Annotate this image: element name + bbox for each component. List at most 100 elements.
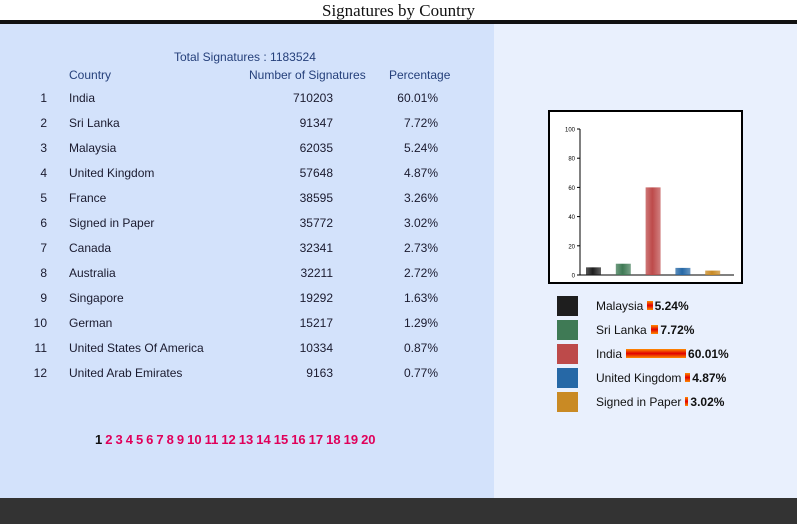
row-country: Sri Lanka <box>69 116 120 130</box>
page-link[interactable]: 9 <box>176 432 185 447</box>
page-link[interactable]: 5 <box>135 432 144 447</box>
legend-label: United Kingdom <box>596 371 682 385</box>
row-rank: 5 <box>40 191 47 205</box>
page-link[interactable]: 16 <box>291 432 306 447</box>
legend-percentage-bar <box>647 301 653 310</box>
row-percentage: 0.77% <box>403 366 438 380</box>
bar-chart-frame: 0 20 40 60 80 100 <box>548 110 743 284</box>
row-percentage: 4.87% <box>403 166 438 180</box>
column-header-percentage: Percentage <box>389 68 451 82</box>
legend-percentage-bar <box>626 349 687 358</box>
legend-item: Malaysia 5.24% <box>557 296 747 316</box>
row-percentage: 7.72% <box>403 116 438 130</box>
row-percentage: 2.73% <box>403 241 438 255</box>
legend-label: Malaysia <box>596 299 644 313</box>
bar-sri-lanka <box>615 263 631 275</box>
total-signatures: Total Signatures : 1183524 <box>174 50 316 64</box>
row-rank: 7 <box>40 241 47 255</box>
row-rank: 4 <box>40 166 47 180</box>
page-link[interactable]: 17 <box>308 432 324 447</box>
legend-percentage-bar <box>685 373 691 382</box>
bar-chart: 0 20 40 60 80 100 <box>565 128 734 280</box>
row-count: 19292 <box>299 291 333 305</box>
page-link[interactable]: 20 <box>361 432 376 447</box>
legend-label: Signed in Paper <box>596 395 682 409</box>
bar-signed-in-paper <box>705 270 721 275</box>
row-percentage: 1.29% <box>403 316 438 330</box>
y-tick-label: 20 <box>568 244 575 250</box>
page-link[interactable]: 15 <box>273 432 289 447</box>
row-country: Malaysia <box>69 141 117 155</box>
row-rank: 9 <box>40 291 47 305</box>
page-link[interactable]: 13 <box>238 432 254 447</box>
page-link[interactable]: 2 <box>105 432 113 447</box>
row-percentage: 60.01% <box>397 91 438 105</box>
page-current: 1 <box>95 432 103 447</box>
legend-item: United Kingdom 4.87% <box>557 368 747 388</box>
row-country: Canada <box>69 241 112 255</box>
row-rank: 2 <box>40 116 47 130</box>
legend-label: Sri Lanka <box>596 323 647 337</box>
row-count: 10334 <box>299 341 333 355</box>
page-title: Signatures by Country <box>322 1 475 20</box>
y-tick-label: 80 <box>568 157 575 163</box>
row-country: United States Of America <box>69 341 204 355</box>
row-country: Singapore <box>69 291 124 305</box>
y-tick-label: 100 <box>565 128 576 134</box>
title-divider <box>0 20 797 24</box>
legend-percentage: 60.01% <box>688 347 729 361</box>
legend-item: Sri Lanka 7.72% <box>557 320 747 340</box>
page-link[interactable]: 18 <box>326 432 341 447</box>
y-tick-label: 0 <box>572 274 576 280</box>
y-tick-label: 60 <box>568 186 575 192</box>
row-percentage: 3.02% <box>403 216 438 230</box>
legend-percentage: 4.87% <box>692 371 727 385</box>
row-country: France <box>69 191 107 205</box>
row-country: Signed in Paper <box>69 216 155 230</box>
row-count: 32211 <box>300 266 333 280</box>
page-link[interactable]: 14 <box>256 432 271 447</box>
legend-swatch <box>557 368 578 388</box>
legend-percentage: 5.24% <box>654 299 689 313</box>
row-country: India <box>69 91 96 105</box>
y-tick-label: 40 <box>568 215 575 221</box>
row-count: 62035 <box>299 141 333 155</box>
bar-india <box>645 187 661 275</box>
column-header-count: Number of Signatures <box>249 68 366 82</box>
page-link[interactable]: 4 <box>125 432 133 447</box>
page-link[interactable]: 10 <box>187 432 202 447</box>
legend-swatch <box>557 344 578 364</box>
bar-united-kingdom <box>675 267 691 275</box>
row-count: 38595 <box>299 191 333 205</box>
page-link[interactable]: 8 <box>166 432 174 447</box>
page-link[interactable]: 12 <box>221 432 236 447</box>
row-percentage: 2.72% <box>403 266 438 280</box>
page-link[interactable]: 3 <box>115 432 123 447</box>
legend-swatch <box>557 296 578 316</box>
row-rank: 6 <box>40 216 47 230</box>
row-count: 32341 <box>299 241 333 255</box>
table-panel <box>0 24 494 498</box>
row-country: German <box>69 316 113 330</box>
row-percentage: 5.24% <box>403 141 438 155</box>
legend-percentage-bar <box>685 397 689 406</box>
page-link[interactable]: 11 <box>204 432 219 447</box>
legend-percentage-bar <box>650 325 659 334</box>
page-link[interactable]: 19 <box>343 432 359 447</box>
row-rank: 11 <box>34 341 47 355</box>
row-percentage: 1.63% <box>403 291 438 305</box>
pagination: 1 2 3 4 5 6 7 8 9 10 11 12 13 14 15 16 17 18 19 20 <box>95 432 379 447</box>
legend-percentage: 7.72% <box>660 323 695 337</box>
footer-bar <box>0 498 797 524</box>
column-header-country: Country <box>69 68 112 82</box>
row-count: 57648 <box>299 166 333 180</box>
legend-item: India 60.01% <box>557 344 747 364</box>
bar-malaysia <box>586 267 601 275</box>
legend-label: India <box>596 347 623 361</box>
legend-item: Signed in Paper 3.02% <box>557 392 747 412</box>
row-rank: 8 <box>40 266 47 280</box>
page-link[interactable]: 6 <box>146 432 154 447</box>
legend-swatch <box>557 392 578 412</box>
row-percentage: 3.26% <box>403 191 438 205</box>
page-link[interactable]: 7 <box>156 432 164 447</box>
